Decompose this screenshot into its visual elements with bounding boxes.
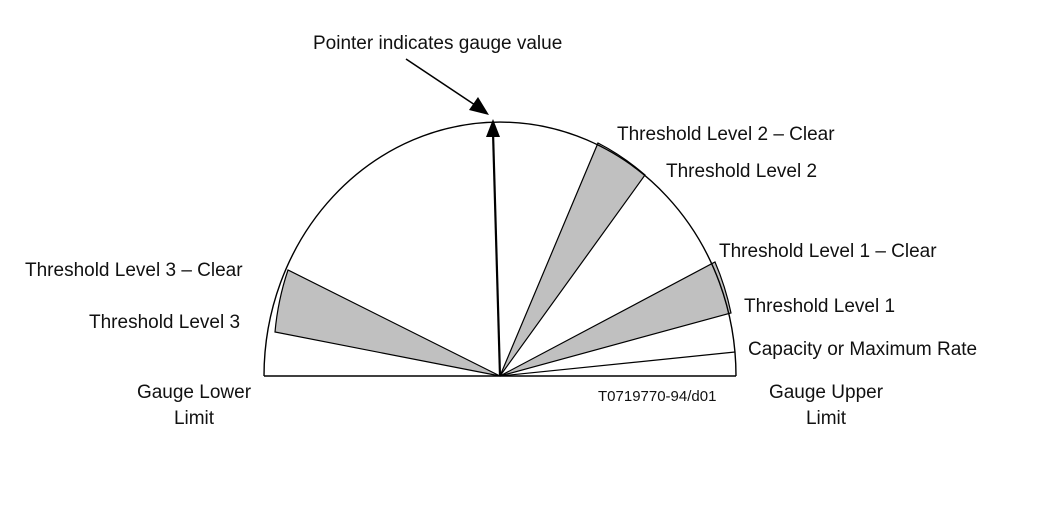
upper-limit-label-line2: Limit (806, 408, 847, 429)
threshold-2-label: Threshold Level 2 (666, 161, 817, 182)
pointer-label: Pointer indicates gauge value (313, 33, 562, 54)
threshold-bands (274, 142, 732, 377)
gauge-pointer (486, 119, 502, 377)
threshold-band-3 (274, 269, 501, 377)
lower-limit-label-line1: Gauge Lower (137, 382, 252, 403)
callout-arrowhead-icon (469, 97, 489, 115)
threshold-3-clear-label: Threshold Level 3 – Clear (25, 260, 243, 281)
upper-limit-label-line1: Gauge Upper (769, 382, 884, 403)
lower-limit-label-line2: Limit (174, 408, 215, 429)
threshold-1-clear-label: Threshold Level 1 – Clear (719, 241, 937, 262)
pointer-arrowhead-icon (486, 119, 500, 137)
threshold-band-1 (499, 261, 732, 377)
gauge-arc (263, 121, 737, 377)
threshold-3-label: Threshold Level 3 (89, 312, 240, 333)
figure-code: T0719770-94/d01 (598, 388, 716, 405)
capacity-line (499, 351, 736, 377)
radial-lines (499, 351, 736, 377)
threshold-1-label: Threshold Level 1 (744, 296, 895, 317)
pointer-callout-arrow (405, 58, 489, 115)
threshold-2-clear-label: Threshold Level 2 – Clear (617, 124, 835, 145)
capacity-label: Capacity or Maximum Rate (748, 339, 977, 360)
